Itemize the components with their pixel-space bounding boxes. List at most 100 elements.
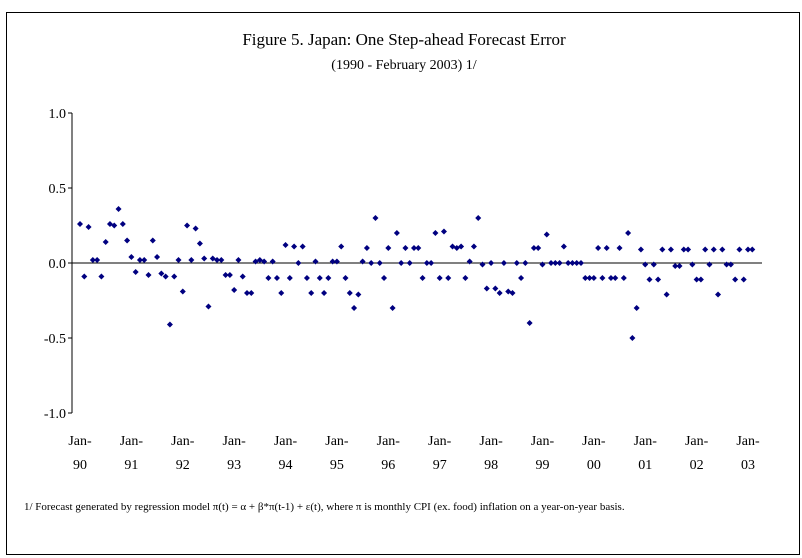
data-point <box>115 206 122 212</box>
data-point <box>235 257 242 263</box>
data-point <box>351 305 358 311</box>
data-point <box>685 246 692 253</box>
data-point <box>732 276 739 283</box>
data-point <box>483 285 490 292</box>
data-point <box>599 275 606 281</box>
data-point <box>573 260 580 266</box>
data-point <box>470 243 477 250</box>
frame <box>6 12 800 555</box>
data-point <box>655 276 662 283</box>
data-point <box>111 222 118 229</box>
data-point <box>286 275 293 281</box>
data-point <box>423 260 430 266</box>
data-point <box>745 246 751 253</box>
data-point <box>736 246 743 253</box>
data-point <box>321 290 328 296</box>
data-point <box>141 257 148 263</box>
data-point <box>642 261 649 268</box>
data-point <box>381 275 388 281</box>
data-point <box>458 243 465 250</box>
data-point <box>650 261 657 268</box>
data-point <box>689 261 696 268</box>
data-point <box>218 257 225 263</box>
data-point <box>201 255 208 262</box>
x-tick-label: Jan-99 <box>531 434 555 473</box>
data-point <box>295 260 302 266</box>
data-point <box>680 246 687 253</box>
data-point <box>166 321 173 328</box>
data-point <box>543 231 550 238</box>
y-tick-label: -1.0 <box>44 407 66 422</box>
data-point <box>590 275 597 281</box>
x-tick-label: Jan-00 <box>582 434 606 473</box>
data-point <box>411 245 417 251</box>
data-point <box>196 240 203 247</box>
data-point <box>291 243 298 250</box>
data-point <box>175 257 182 263</box>
y-tick-label: 0.5 <box>49 182 67 197</box>
data-point <box>552 260 559 266</box>
data-point <box>77 221 83 227</box>
chart-title: Figure 5. Japan: One Step-ahead Forecast… <box>242 30 566 49</box>
data-point <box>124 237 131 244</box>
data-point <box>385 245 392 251</box>
data-point <box>526 320 533 326</box>
data-point <box>102 239 109 245</box>
data-point <box>158 270 165 277</box>
data-point <box>316 275 323 281</box>
data-point <box>154 254 161 260</box>
x-tick-label: Jan-94 <box>274 434 298 473</box>
data-point <box>556 260 563 266</box>
data-point <box>308 290 315 296</box>
data-point <box>368 260 375 266</box>
data-point <box>625 230 632 236</box>
data-point <box>329 258 336 265</box>
data-point <box>428 260 435 266</box>
data-point <box>162 273 169 280</box>
data-point <box>269 258 276 265</box>
data-point <box>629 335 636 341</box>
data-point <box>740 276 747 283</box>
data-point <box>466 258 473 265</box>
data-point <box>214 257 221 263</box>
data-point <box>398 260 405 266</box>
footnote: 1/ Forecast generated by regression mode… <box>24 501 625 513</box>
data-point <box>513 260 520 266</box>
data-point <box>539 261 546 268</box>
data-point <box>132 269 139 275</box>
data-point <box>393 230 400 236</box>
data-point <box>569 260 576 266</box>
data-point <box>192 225 199 232</box>
data-point <box>445 275 452 281</box>
data-point <box>727 261 734 268</box>
x-tick-label: Jan-97 <box>428 434 452 473</box>
data-point <box>749 246 756 253</box>
x-tick-label: Jan-98 <box>479 434 503 473</box>
data-point <box>231 287 238 293</box>
data-point <box>415 245 422 251</box>
data-point <box>578 260 584 266</box>
data-point <box>128 254 135 260</box>
data-point <box>492 285 499 292</box>
data-point <box>188 257 195 263</box>
data-point <box>239 273 246 280</box>
data-point <box>145 272 152 278</box>
data-point <box>389 305 396 311</box>
data-point <box>488 260 495 266</box>
data-point <box>252 258 259 265</box>
data-point <box>359 258 366 265</box>
data-point <box>171 273 178 280</box>
data-point <box>184 222 191 229</box>
data-point <box>273 275 280 281</box>
data-point <box>530 245 537 251</box>
data-point <box>603 245 610 251</box>
data-point <box>646 276 653 283</box>
data-point <box>402 245 409 251</box>
data-point <box>179 288 186 295</box>
data-point <box>436 275 443 281</box>
x-tick-label: Jan-02 <box>685 434 709 473</box>
data-point <box>697 276 704 283</box>
data-point <box>659 246 666 253</box>
data-point <box>98 273 105 280</box>
data-point <box>522 260 529 266</box>
